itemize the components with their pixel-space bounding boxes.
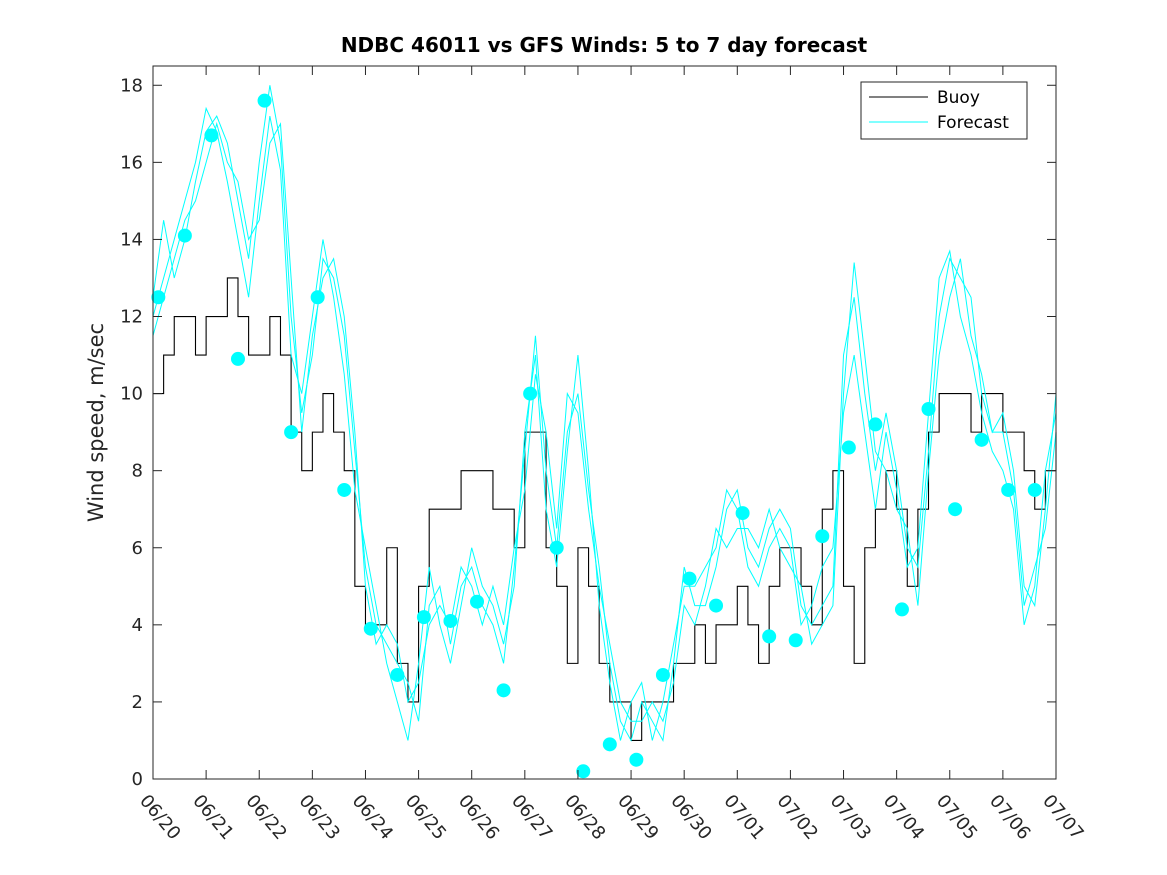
forecast-marker bbox=[655, 667, 670, 682]
forecast-marker bbox=[523, 386, 538, 401]
forecast-marker bbox=[204, 128, 219, 143]
x-tick-label: 07/01 bbox=[719, 791, 768, 844]
forecast-series-layer bbox=[152, 85, 1057, 743]
forecast-marker bbox=[310, 290, 325, 305]
forecast-line-run-3 bbox=[152, 121, 1057, 723]
y-axis-ticks: 0 2 4 6 8 10 12 14 16 18 bbox=[120, 75, 1056, 790]
x-tick-label: 06/28 bbox=[560, 791, 609, 844]
legend: Buoy Forecast bbox=[860, 81, 1028, 140]
y-tick-label: 0 bbox=[132, 769, 143, 790]
forecast-marker bbox=[815, 529, 830, 544]
y-tick-label: 18 bbox=[120, 75, 143, 96]
forecast-marker bbox=[496, 683, 511, 698]
y-tick-label: 4 bbox=[132, 615, 143, 636]
y-tick-label: 2 bbox=[132, 692, 143, 713]
x-tick-label: 06/24 bbox=[348, 791, 397, 844]
forecast-marker bbox=[443, 613, 458, 628]
y-tick-label: 6 bbox=[132, 538, 143, 559]
forecast-marker bbox=[921, 402, 936, 417]
forecast-marker bbox=[576, 764, 591, 779]
forecast-marker bbox=[416, 610, 431, 625]
forecast-marker bbox=[390, 667, 405, 682]
plot-area-frame bbox=[152, 65, 1057, 780]
forecast-marker bbox=[470, 594, 485, 609]
forecast-marker bbox=[257, 93, 272, 108]
x-tick-label: 07/05 bbox=[932, 791, 981, 844]
forecast-marker bbox=[230, 351, 245, 366]
y-tick-label: 14 bbox=[120, 229, 143, 250]
x-tick-label: 06/23 bbox=[295, 791, 344, 844]
x-tick-label: 06/21 bbox=[188, 791, 237, 844]
forecast-marker bbox=[337, 482, 352, 497]
x-tick-label: 06/26 bbox=[454, 791, 503, 844]
forecast-marker bbox=[549, 540, 564, 555]
forecast-marker bbox=[868, 417, 883, 432]
forecast-marker bbox=[974, 432, 989, 447]
y-axis-label: Wind speed, m/sec bbox=[84, 323, 108, 522]
forecast-marker bbox=[1001, 482, 1016, 497]
legend-buoy-label: Buoy bbox=[937, 88, 980, 108]
x-tick-label: 06/30 bbox=[666, 791, 715, 844]
forecast-marker bbox=[894, 602, 909, 617]
x-tick-label: 06/22 bbox=[241, 791, 290, 844]
x-tick-label: 06/27 bbox=[507, 791, 556, 844]
x-tick-label: 06/29 bbox=[613, 791, 662, 844]
x-tick-label: 07/04 bbox=[879, 791, 928, 844]
forecast-line-run-2 bbox=[152, 106, 1057, 741]
x-tick-label: 06/25 bbox=[401, 791, 450, 844]
forecast-marker bbox=[151, 290, 166, 305]
x-tick-label: 07/06 bbox=[985, 791, 1034, 844]
forecast-marker bbox=[841, 440, 856, 455]
forecast-marker bbox=[1027, 482, 1042, 497]
x-tick-label: 07/03 bbox=[826, 791, 875, 844]
forecast-marker bbox=[629, 752, 644, 767]
x-tick-label: 06/20 bbox=[135, 791, 184, 844]
forecast-marker bbox=[788, 633, 803, 648]
x-axis-ticks: 06/20 06/21 06/22 06/23 06/24 06/25 06/26 06/27… bbox=[135, 66, 1088, 844]
forecast-marker-layer bbox=[151, 93, 1042, 779]
y-tick-label: 16 bbox=[120, 152, 143, 173]
legend-forecast-label: Forecast bbox=[937, 113, 1009, 133]
forecast-marker bbox=[735, 506, 750, 521]
forecast-marker bbox=[363, 621, 378, 636]
chart-title: NDBC 46011 vs GFS Winds: 5 to 7 day fore… bbox=[341, 33, 868, 57]
forecast-marker bbox=[602, 737, 617, 752]
forecast-marker bbox=[177, 228, 192, 243]
x-tick-label: 07/07 bbox=[1038, 791, 1087, 844]
legend-box bbox=[860, 81, 1028, 140]
y-tick-label: 10 bbox=[120, 384, 143, 405]
forecast-marker bbox=[682, 571, 697, 586]
forecast-marker bbox=[762, 629, 777, 644]
forecast-marker bbox=[709, 598, 724, 613]
y-tick-label: 8 bbox=[132, 461, 143, 482]
x-tick-label: 07/02 bbox=[773, 791, 822, 844]
forecast-marker bbox=[284, 425, 299, 440]
y-tick-label: 12 bbox=[120, 307, 143, 328]
forecast-marker bbox=[948, 502, 963, 517]
